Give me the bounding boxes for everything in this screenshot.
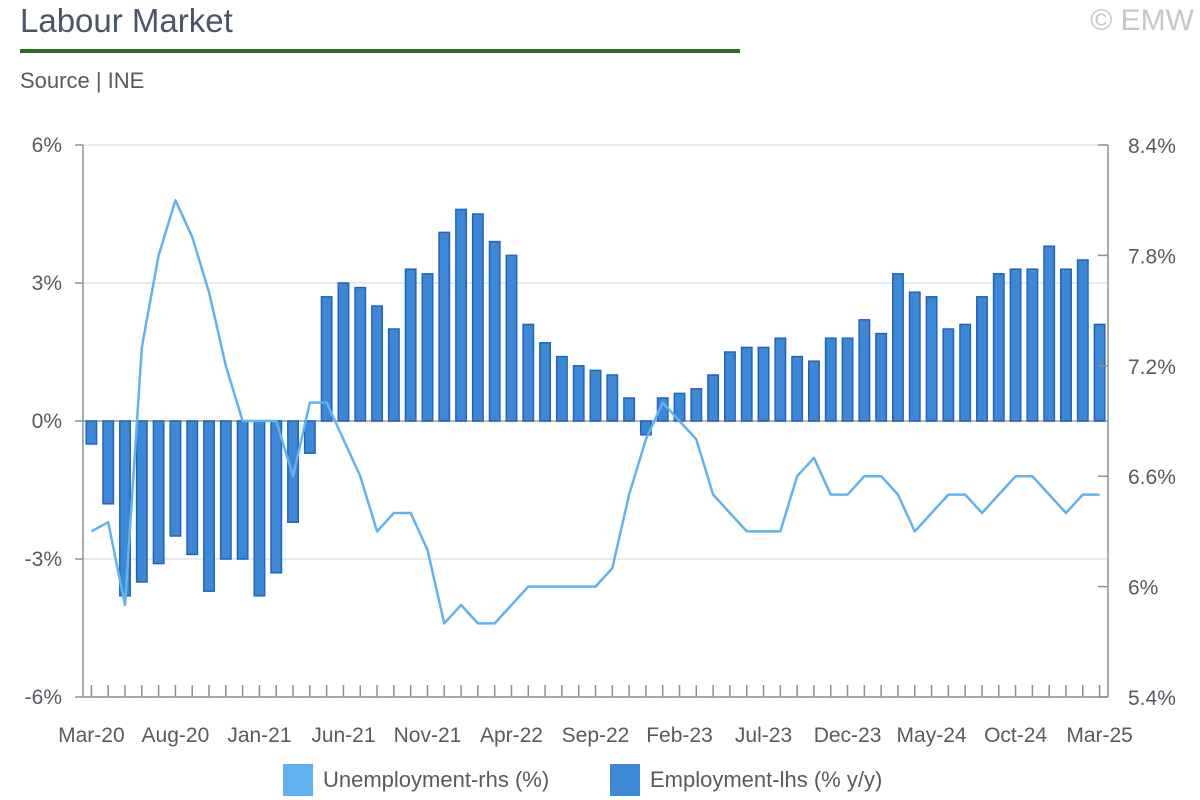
legend-swatch-employment (610, 764, 640, 796)
x-tick-label: Oct-24 (984, 724, 1047, 747)
tick-labels: 6% 3% 0% -3% -6% 8.4% 7.8% 7.2% 6.6% 6% 5.4% Mar-20… (25, 134, 1176, 747)
x-tick-label: Sep-22 (562, 724, 630, 747)
employment-bar (421, 273, 434, 422)
x-tick-label: Dec-23 (814, 724, 882, 747)
employment-bar (925, 296, 938, 422)
employment-bar (102, 420, 115, 505)
chart-source: Source | INE (20, 68, 145, 93)
legend-item-unemployment[interactable]: Unemployment-rhs (%) (283, 764, 549, 796)
employment-bar (1060, 268, 1072, 422)
x-tick-label: Aug-20 (142, 724, 210, 747)
employment-bar (1026, 268, 1039, 422)
employment-bar (236, 420, 249, 560)
employment-bar (522, 323, 535, 422)
employment-bar (623, 397, 636, 422)
legend-item-employment[interactable]: Employment-lhs (% y/y) (610, 764, 882, 796)
employment-bar (1009, 268, 1022, 422)
employment-bar (589, 369, 602, 422)
employment-bar (320, 296, 333, 422)
legend-label-employment: Employment-lhs (% y/y) (650, 767, 883, 792)
employment-bar (455, 208, 468, 422)
x-tick-label: Jun-21 (311, 724, 375, 747)
y-left-tick-label: 3% (32, 272, 62, 295)
y-left-tick-label: -3% (25, 548, 62, 571)
employment-bar (976, 296, 988, 422)
unemployment-line-layer (90, 198, 1100, 625)
employment-bar (1076, 259, 1089, 422)
employment-bar (774, 337, 787, 422)
unemployment-line (90, 198, 1100, 625)
y-right-tick-label: 7.8% (1128, 245, 1176, 268)
employment-bars (85, 208, 1106, 597)
employment-bar (892, 273, 904, 422)
employment-bar (270, 420, 283, 574)
employment-bar (404, 268, 417, 422)
legend: Unemployment-rhs (%) Employment-lhs (% y… (0, 764, 1200, 800)
employment-bar (606, 374, 619, 422)
x-tick-label: Jul-23 (735, 724, 792, 747)
employment-bar (186, 420, 199, 556)
employment-bar (1043, 245, 1056, 422)
y-left-tick-label: -6% (25, 686, 62, 709)
y-left-tick-label: 6% (32, 134, 62, 157)
y-right-tick-label: 6% (1128, 577, 1158, 600)
employment-bar (992, 273, 1005, 422)
y-left-tick-label: 0% (32, 410, 62, 433)
employment-bar (488, 240, 501, 422)
employment-bar (119, 420, 131, 597)
x-tick-label: Mar-20 (58, 724, 125, 747)
employment-bar (841, 337, 854, 422)
employment-bar (690, 388, 703, 422)
employment-bar (505, 254, 518, 422)
chart-title: Labour Market (20, 2, 233, 39)
employment-bar (858, 319, 871, 422)
employment-bar (169, 420, 182, 537)
employment-bar (387, 328, 400, 422)
y-right-tick-label: 6.6% (1128, 466, 1176, 489)
legend-swatch-unemployment (283, 764, 313, 796)
employment-bar (337, 282, 350, 422)
x-tick-label: Nov-21 (394, 724, 462, 747)
employment-bar (152, 420, 165, 565)
x-tick-label: Jan-21 (227, 724, 291, 747)
employment-bar (539, 342, 552, 422)
employment-bar (303, 420, 316, 454)
employment-bar (908, 291, 921, 422)
employment-bar (354, 286, 367, 422)
employment-bar (438, 231, 451, 422)
chart-plot: 6% 3% 0% -3% -6% 8.4% 7.8% 7.2% 6.6% 6% 5.4% Mar-20… (25, 134, 1176, 747)
copyright-watermark: © EMW (1090, 4, 1194, 37)
employment-bar (757, 346, 770, 422)
employment-bar (203, 420, 215, 592)
employment-bar (371, 305, 384, 422)
employment-bar (135, 420, 148, 583)
legend-label-unemployment: Unemployment-rhs (%) (323, 767, 550, 792)
y-right-tick-label: 8.4% (1128, 135, 1176, 158)
employment-bar (555, 355, 568, 422)
employment-bar (572, 365, 585, 422)
employment-bar (824, 337, 837, 422)
employment-bar (942, 328, 955, 422)
employment-bar (253, 420, 266, 597)
x-tick-label: Mar-25 (1066, 724, 1133, 747)
employment-bar (471, 213, 484, 422)
employment-bar (740, 346, 753, 422)
y-right-tick-label: 7.2% (1128, 356, 1176, 379)
employment-bar (723, 351, 736, 422)
employment-bar (219, 420, 232, 560)
title-underline (20, 49, 740, 53)
employment-bar (959, 323, 972, 422)
employment-bar (807, 360, 820, 422)
axes (75, 144, 1109, 698)
x-tick-label: Feb-23 (646, 724, 713, 747)
y-right-tick-label: 5.4% (1128, 687, 1176, 710)
employment-bar (85, 420, 98, 445)
employment-bar (875, 332, 888, 422)
x-tick-label: May-24 (897, 724, 967, 747)
employment-bar (791, 355, 804, 422)
employment-bar (707, 374, 720, 422)
x-tick-label: Apr-22 (480, 724, 543, 747)
employment-bar (1093, 323, 1106, 422)
